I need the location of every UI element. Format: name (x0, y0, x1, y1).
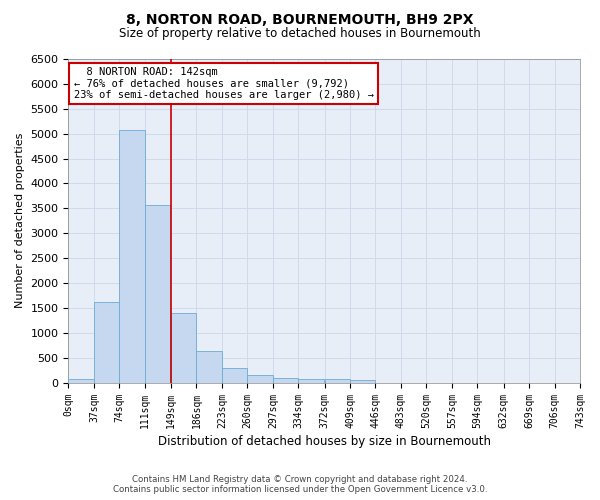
Bar (298, 379, 324, 382)
Bar (273, 378, 298, 382)
Text: Size of property relative to detached houses in Bournemouth: Size of property relative to detached ho… (119, 28, 481, 40)
Bar (171, 313, 196, 382)
Text: 8 NORTON ROAD: 142sqm
← 76% of detached houses are smaller (9,792)
23% of semi-d: 8 NORTON ROAD: 142sqm ← 76% of detached … (74, 67, 374, 100)
Bar (119, 130, 145, 382)
X-axis label: Distribution of detached houses by size in Bournemouth: Distribution of detached houses by size … (158, 434, 491, 448)
Bar (68, 379, 94, 382)
Bar (196, 352, 222, 382)
Bar (350, 380, 376, 382)
Bar (145, 204, 170, 382)
Bar (222, 368, 247, 382)
Y-axis label: Number of detached properties: Number of detached properties (15, 133, 25, 308)
Text: Contains HM Land Registry data © Crown copyright and database right 2024.
Contai: Contains HM Land Registry data © Crown c… (113, 474, 487, 494)
Bar (247, 375, 273, 382)
Text: 8, NORTON ROAD, BOURNEMOUTH, BH9 2PX: 8, NORTON ROAD, BOURNEMOUTH, BH9 2PX (126, 12, 474, 26)
Bar (325, 379, 350, 382)
Bar (94, 302, 119, 382)
